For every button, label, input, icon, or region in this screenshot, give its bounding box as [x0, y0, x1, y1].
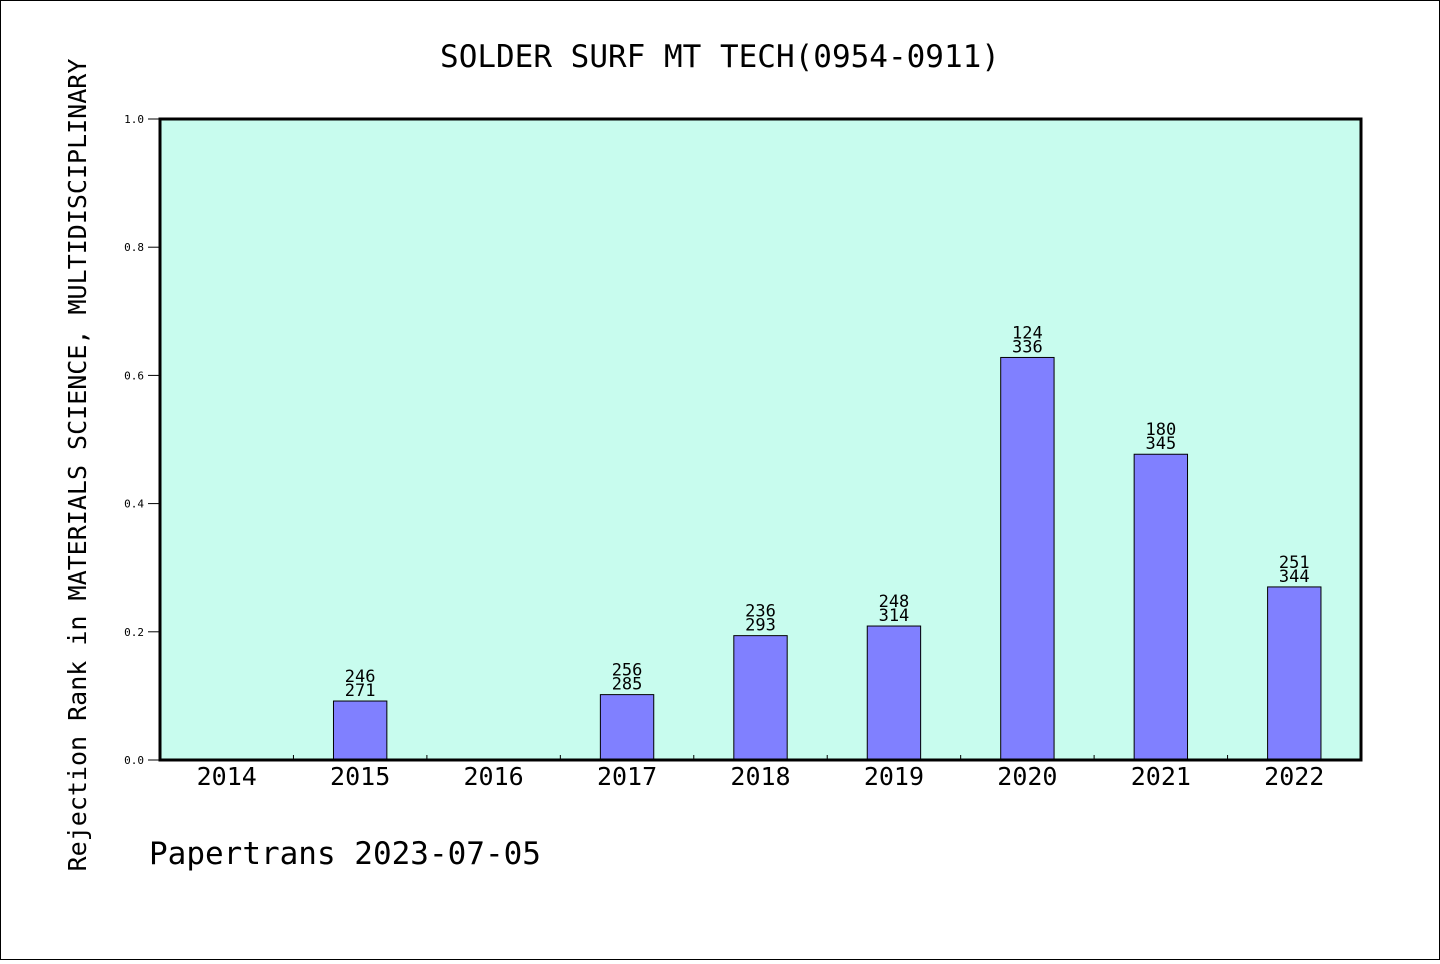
- bar-2019: [866, 625, 922, 761]
- bar-2021: [1133, 453, 1189, 761]
- bar-2022: [1267, 586, 1322, 761]
- y-axis-label: Rejection Rank in MATERIALS SCIENCE, MUL…: [63, 59, 92, 872]
- x-tick-label: 2020: [997, 762, 1057, 791]
- x-tick-label: 2022: [1264, 762, 1324, 791]
- bar-2017: [599, 694, 655, 761]
- data-label-bottom: 285: [612, 675, 643, 695]
- bar-2020: [1000, 356, 1055, 761]
- data-label-bottom: 345: [1145, 434, 1176, 454]
- chart-title: SOLDER SURF MT TECH(0954-0911): [440, 39, 1000, 75]
- x-tick-label: 2018: [730, 762, 790, 791]
- data-label-top: 256: [612, 661, 643, 681]
- y-tick-label: 0.4: [124, 498, 144, 511]
- y-tick-label: 0.2: [124, 626, 144, 639]
- data-label-bottom: 336: [1012, 337, 1043, 357]
- data-label-bottom: 271: [345, 681, 376, 701]
- data-label-top: 246: [345, 667, 376, 687]
- y-tick-label: 1.0: [124, 113, 144, 126]
- x-tick-label: 2016: [464, 762, 524, 791]
- x-tick-label: 2014: [197, 762, 257, 791]
- data-label-top: 236: [745, 602, 776, 622]
- y-ticks-group: 0.0 0.2 0.4 0.6 0.8 1.0: [124, 113, 160, 767]
- bar-2015: [332, 700, 388, 761]
- data-label-bottom: 344: [1279, 567, 1310, 587]
- x-tick-label: 2021: [1131, 762, 1191, 791]
- data-label-bottom: 314: [879, 606, 910, 626]
- y-tick-label: 0.8: [124, 241, 144, 254]
- footer-text: Papertrans 2023-07-05: [149, 836, 541, 872]
- data-label-bottom: 293: [745, 616, 776, 636]
- bar-2018: [733, 635, 788, 761]
- plot-border: [158, 117, 1363, 762]
- data-label-top: 251: [1279, 553, 1310, 573]
- x-ticks-group: 2014 2015 2016 2017 2018 2019 2020 2021 2022: [197, 755, 1324, 791]
- x-tick-label: 2017: [597, 762, 657, 791]
- data-label-top: 124: [1012, 323, 1043, 343]
- y-tick-label: 0.0: [124, 754, 144, 767]
- data-label-top: 248: [879, 592, 910, 612]
- y-tick-label: 0.6: [124, 369, 144, 382]
- bars-group: [332, 356, 1322, 761]
- x-tick-label: 2015: [330, 762, 390, 791]
- data-label-top: 180: [1145, 420, 1176, 440]
- x-tick-label: 2019: [864, 762, 924, 791]
